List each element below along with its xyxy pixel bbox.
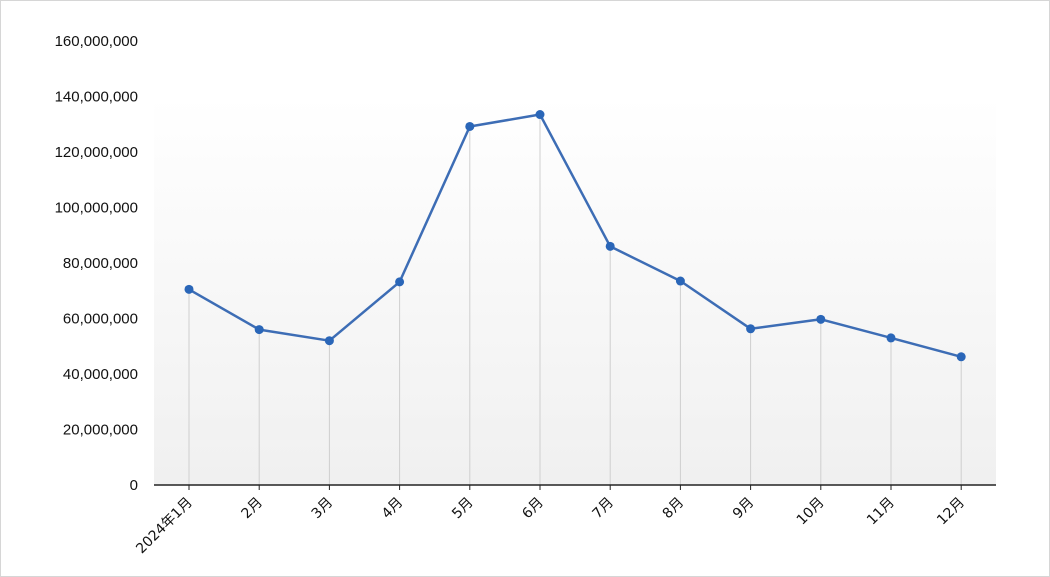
x-tick-label: 3月: [309, 495, 337, 523]
y-tick-label: 100,000,000: [55, 200, 138, 217]
y-tick-label: 140,000,000: [55, 89, 138, 106]
plot-area: [154, 96, 996, 485]
x-tick-label: 10月: [794, 495, 828, 529]
x-tick-label: 11月: [864, 495, 898, 529]
data-point: [465, 121, 475, 131]
x-tick-label: 7月: [590, 495, 618, 523]
data-point: [956, 352, 966, 362]
y-tick-label: 80,000,000: [63, 255, 138, 272]
y-tick-label: 120,000,000: [55, 144, 138, 161]
y-tick-label: 160,000,000: [55, 33, 138, 50]
data-point: [535, 110, 545, 120]
data-point: [395, 277, 405, 287]
y-tick-label: 20,000,000: [63, 422, 138, 439]
y-tick-label: 40,000,000: [63, 366, 138, 383]
x-tick-label: 2024年1月: [133, 495, 196, 558]
data-point: [886, 333, 896, 343]
x-tick-label: 6月: [519, 495, 547, 523]
data-point: [675, 276, 685, 286]
data-point: [605, 241, 615, 251]
data-point: [324, 336, 334, 346]
data-point: [746, 324, 756, 334]
series-line: [188, 113, 962, 359]
x-tick-label: 9月: [730, 495, 758, 523]
y-tick-label: 60,000,000: [63, 311, 138, 328]
data-point: [254, 325, 264, 335]
x-tick-label: 8月: [660, 495, 688, 523]
x-tick-label: 2月: [239, 495, 267, 523]
x-tick-label: 12月: [934, 495, 968, 529]
x-tick-label: 5月: [449, 495, 477, 523]
x-tick-label: 4月: [379, 495, 407, 523]
data-point: [816, 314, 826, 324]
data-point: [184, 284, 194, 294]
y-tick-label: 0: [130, 477, 138, 494]
